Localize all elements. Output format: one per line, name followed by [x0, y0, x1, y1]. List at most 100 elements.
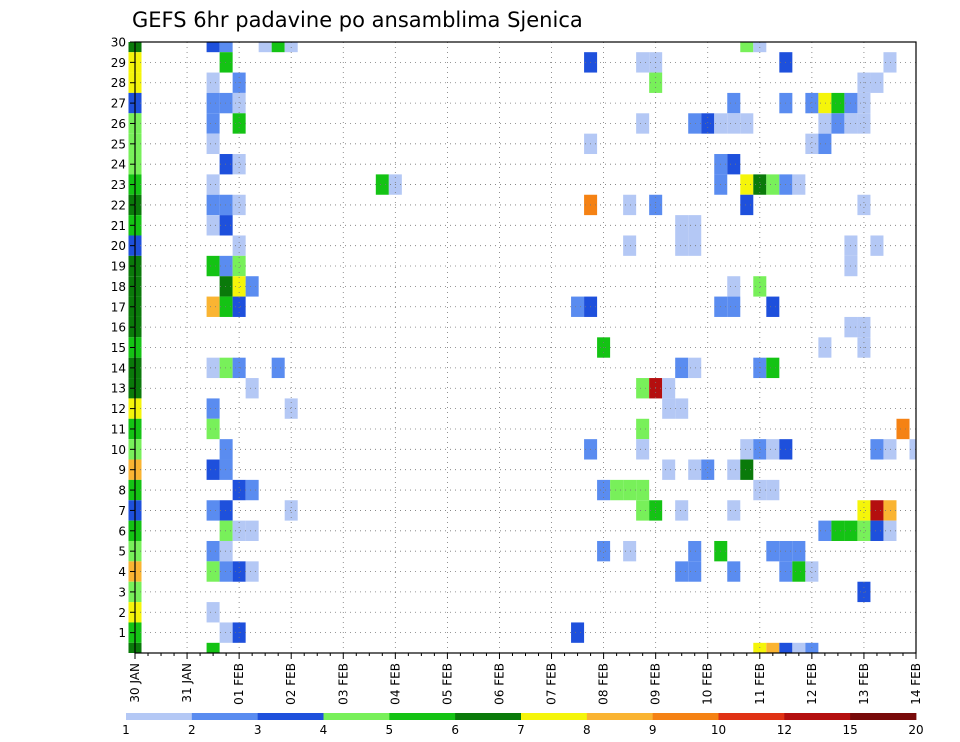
y-tick-label: 26 [111, 117, 126, 131]
colorbar-label: 7 [517, 723, 525, 737]
heatmap-cell [857, 92, 871, 114]
heatmap-cell [219, 296, 233, 317]
y-tick-label: 23 [111, 178, 126, 192]
y-tick-label: 20 [111, 239, 126, 253]
heatmap-cell [597, 479, 611, 501]
x-tick-label: 10 FEB [701, 663, 715, 705]
heatmap-cell [219, 154, 233, 175]
heatmap-cell [232, 479, 246, 501]
heatmap-cell [727, 296, 741, 317]
heatmap-cell [232, 520, 246, 541]
heatmap-cell [206, 602, 220, 623]
heatmap-cell [232, 194, 246, 216]
heatmap-cell [870, 520, 884, 541]
heatmap-cell [766, 439, 780, 460]
colorbar-label: 2 [188, 723, 196, 737]
y-tick-label: 13 [111, 382, 126, 396]
axes: 1234567891011121314151617181920212223242… [111, 36, 923, 705]
heatmap-cell [688, 113, 702, 134]
heatmap-cell [870, 72, 884, 93]
heatmap-cell [571, 622, 585, 643]
heatmap-cell [792, 642, 806, 653]
colorbar-swatch [455, 713, 522, 720]
heatmap-cell [219, 540, 233, 562]
heatmap-cell [831, 520, 845, 541]
colorbar-swatch [257, 713, 324, 720]
heatmap-cells [128, 42, 916, 653]
heatmap-cell [818, 92, 832, 114]
colorbar-swatch [521, 713, 588, 720]
y-tick-label: 21 [111, 219, 126, 233]
heatmap-cell [792, 174, 806, 195]
colorbar-label: 3 [254, 723, 262, 737]
heatmap-cell [636, 418, 650, 440]
x-tick-label: 13 FEB [857, 663, 871, 705]
heatmap-cell [232, 92, 246, 114]
heatmap-cell [818, 113, 832, 134]
heatmap-cell [870, 439, 884, 460]
heatmap-cell [206, 500, 220, 521]
heatmap-cell [206, 194, 220, 216]
heatmap-cell [623, 479, 637, 501]
heatmap-cell [623, 235, 637, 256]
heatmap-cell [688, 540, 702, 562]
y-tick-label: 18 [111, 280, 126, 294]
colorbar-swatch [850, 713, 917, 720]
heatmap-cell [232, 561, 246, 582]
heatmap-cell [818, 337, 832, 358]
heatmap-cell [766, 479, 780, 501]
heatmap-cell [727, 92, 741, 114]
colorbar: 1 2 3 4 5 6 7 8 9 10 12 15 20 [122, 713, 924, 737]
heatmap-cell [219, 622, 233, 643]
y-tick-label: 14 [111, 361, 126, 375]
heatmap-cell [688, 235, 702, 256]
y-tick-label: 22 [111, 198, 126, 212]
y-tick-label: 19 [111, 260, 126, 274]
colorbar-swatch [323, 713, 390, 720]
y-tick-label: 11 [111, 422, 126, 436]
y-tick-label: 24 [111, 158, 126, 172]
heatmap-cell [766, 174, 780, 195]
heatmap-cell [675, 235, 689, 256]
y-tick-label: 30 [111, 36, 126, 50]
heatmap-cell [206, 357, 220, 379]
heatmap-cell [857, 581, 871, 603]
heatmap-cell [636, 378, 650, 399]
colorbar-label: 12 [777, 723, 792, 737]
heatmap-cell [571, 296, 585, 317]
heatmap-cell [206, 255, 220, 277]
heatmap-cell [805, 92, 819, 114]
heatmap-cell [675, 215, 689, 236]
y-tick-label: 2 [118, 606, 126, 620]
x-tick-label: 09 FEB [649, 663, 663, 705]
heatmap-cell [675, 398, 689, 419]
heatmap-cell [727, 276, 741, 297]
heatmap-cell [245, 561, 259, 582]
heatmap-cell [636, 52, 650, 73]
colorbar-label: 15 [843, 723, 858, 737]
heatmap-cell [753, 439, 767, 460]
heatmap-cell [610, 479, 624, 501]
heatmap-cell [857, 194, 871, 216]
heatmap-cell [883, 500, 897, 521]
y-tick-label: 1 [118, 626, 126, 640]
heatmap-cell [206, 215, 220, 236]
heatmap-cell [766, 296, 780, 317]
colorbar-swatch [586, 713, 654, 720]
x-tick-label: 01 FEB [232, 663, 246, 705]
y-tick-label: 8 [118, 484, 126, 498]
heatmap-cell [206, 540, 220, 562]
heatmap-cell [805, 561, 819, 582]
heatmap-cell [766, 642, 780, 653]
heatmap-cell [727, 113, 741, 134]
heatmap-cell [623, 194, 637, 216]
heatmap-cell [740, 174, 754, 195]
heatmap-cell [206, 561, 220, 582]
heatmap-cell [206, 72, 220, 93]
heatmap-cell [232, 154, 246, 175]
heatmap-cell [740, 459, 754, 480]
heatmap-cell [219, 357, 233, 379]
heatmap-cell [701, 459, 715, 480]
heatmap-cell [245, 276, 259, 297]
y-tick-label: 3 [118, 585, 126, 599]
